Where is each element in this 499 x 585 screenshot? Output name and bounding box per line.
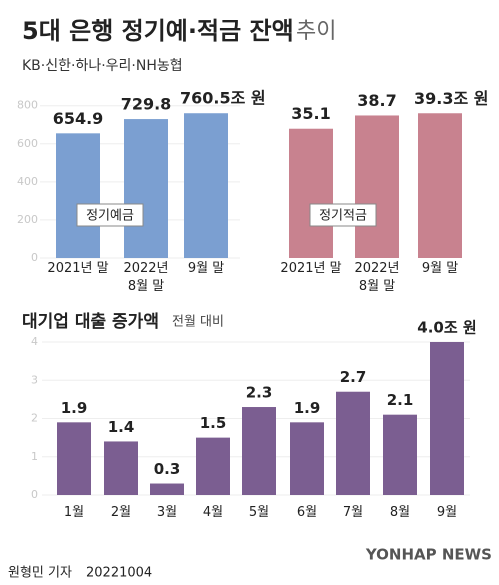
y-tick-label: 1 — [31, 450, 38, 463]
value-label: 1.9 — [61, 399, 88, 417]
subtitle: KB·신한·하나·우리·NH농협 — [22, 58, 183, 74]
series-label: 정기예금 — [86, 209, 134, 224]
x-tick-label: 4월 — [202, 505, 224, 520]
logo: YONHAP NEWS — [365, 546, 492, 564]
y-tick-label: 200 — [17, 213, 38, 226]
credit: 원형민 기자 — [8, 566, 72, 581]
date: 20221004 — [86, 566, 152, 581]
y-tick-label: 0 — [31, 488, 38, 501]
x-tick-label: 2022년 8월 말 — [123, 261, 169, 294]
value-label: 729.8 — [121, 95, 172, 114]
bar — [336, 391, 370, 495]
x-tick-label: 7월 — [342, 505, 364, 520]
value-label: 2.7 — [340, 368, 367, 386]
value-label: 760.5조 원 — [180, 89, 266, 108]
value-label: 0.3 — [154, 460, 181, 478]
value-label: 35.1 — [291, 104, 330, 123]
x-tick-label: 2021년 말 — [47, 261, 109, 276]
bar — [430, 342, 464, 495]
series-label-box — [76, 203, 144, 227]
series-label-box — [309, 203, 377, 227]
x-tick-label: 9월 말 — [421, 261, 459, 276]
title-suffix: 추이 — [296, 19, 336, 44]
chart-subtitle: 전월 대비 — [172, 315, 224, 330]
x-tick-label: 2022년 8월 말 — [354, 261, 400, 294]
value-label: 2.3 — [246, 384, 273, 402]
y-tick-label: 3 — [31, 373, 38, 386]
bar — [124, 119, 168, 258]
value-label: 39.3조 원 — [414, 89, 489, 108]
y-tick-label: 0 — [31, 251, 38, 264]
x-tick-label: 2월 — [110, 505, 132, 520]
x-tick-label: 6월 — [296, 505, 318, 520]
x-tick-label: 9월 말 — [187, 261, 225, 276]
y-tick-label: 800 — [17, 99, 38, 112]
value-label: 1.4 — [108, 418, 135, 436]
value-label: 2.1 — [387, 391, 414, 409]
y-tick-label: 400 — [17, 175, 38, 188]
bar — [242, 407, 276, 495]
value-label: 4.0조 원 — [417, 319, 476, 337]
y-tick-label: 4 — [31, 335, 38, 348]
value-label: 1.9 — [294, 399, 321, 417]
bar — [184, 113, 228, 258]
title: 5대 은행 정기예·적금 잔액 — [22, 17, 294, 45]
chart-title: 대기업 대출 증가액 — [22, 312, 159, 332]
x-tick-label: 3월 — [156, 505, 178, 520]
x-tick-label: 1월 — [63, 505, 85, 520]
bar — [56, 133, 100, 258]
x-tick-label: 8월 — [389, 505, 411, 520]
value-label: 654.9 — [53, 109, 104, 128]
x-tick-label: 2021년 말 — [280, 261, 342, 276]
bar — [150, 483, 184, 495]
y-tick-label: 600 — [17, 137, 38, 150]
bar — [289, 128, 333, 258]
bar — [383, 414, 417, 495]
bar — [290, 422, 324, 495]
x-tick-label: 5월 — [248, 505, 270, 520]
value-label: 1.5 — [200, 414, 227, 432]
value-label: 38.7 — [357, 91, 396, 110]
bar — [104, 441, 138, 495]
y-tick-label: 2 — [31, 412, 38, 425]
series-label: 정기적금 — [319, 209, 367, 224]
x-tick-label: 9월 — [436, 505, 458, 520]
bar — [57, 422, 91, 495]
bar — [355, 115, 399, 258]
bar — [196, 437, 230, 495]
bar — [418, 113, 462, 258]
